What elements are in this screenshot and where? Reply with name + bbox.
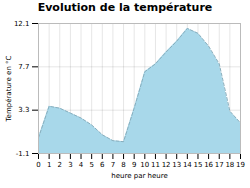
svg-text:0: 0 xyxy=(36,161,40,169)
svg-text:4: 4 xyxy=(79,161,84,169)
svg-text:15: 15 xyxy=(194,161,203,169)
svg-text:14: 14 xyxy=(183,161,192,169)
svg-text:1: 1 xyxy=(47,161,51,169)
html-text:Evolution de la température: Evolution de la température xyxy=(37,1,213,14)
svg-text:10: 10 xyxy=(140,161,149,169)
svg-text:2: 2 xyxy=(58,161,62,169)
svg-text:heure par heure: heure par heure xyxy=(111,172,167,180)
svg-text:Température en °C: Température en °C xyxy=(5,55,13,122)
svg-text:9: 9 xyxy=(132,161,136,169)
svg-text:11: 11 xyxy=(151,161,160,169)
svg-text:17: 17 xyxy=(215,161,224,169)
svg-text:3.3: 3.3 xyxy=(18,106,29,114)
svg-text:-1.1: -1.1 xyxy=(16,150,30,158)
svg-text:7.7: 7.7 xyxy=(18,63,29,71)
svg-text:6: 6 xyxy=(100,161,105,169)
svg-text:5: 5 xyxy=(89,161,93,169)
svg-text:19: 19 xyxy=(236,161,245,169)
svg-text:12: 12 xyxy=(162,161,171,169)
svg-text:3: 3 xyxy=(68,161,72,169)
svg-text:7: 7 xyxy=(111,161,115,169)
svg-text:18: 18 xyxy=(225,161,234,169)
svg-text:13: 13 xyxy=(172,161,181,169)
svg-text:16: 16 xyxy=(204,161,213,169)
svg-text:12.1: 12.1 xyxy=(14,20,30,28)
svg-text:8: 8 xyxy=(121,161,125,169)
